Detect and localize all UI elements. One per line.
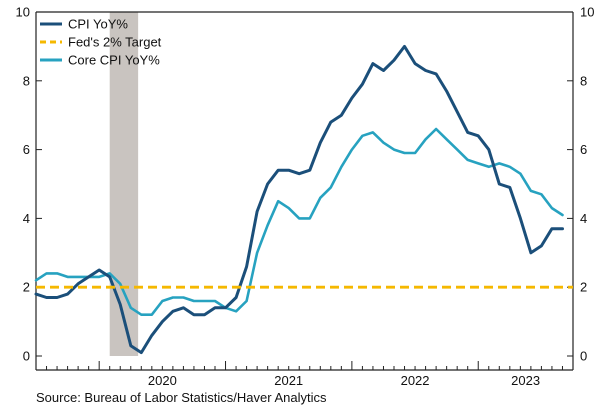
series-line-cpi	[34, 44, 564, 355]
y-tick-label-right: 4	[580, 211, 587, 226]
series-layer	[34, 44, 573, 355]
y-tick-label-left: 0	[23, 349, 30, 364]
series-line-core-cpi	[34, 127, 564, 316]
y-tick-label-left: 10	[16, 5, 30, 20]
legend: CPI YoY% Fed's 2% Target Core CPI YoY%	[40, 17, 162, 68]
legend-label: Core CPI YoY%	[68, 53, 160, 68]
x-axis-ticks: 2020 2021 2022 2023	[35, 361, 574, 388]
recession-layer	[109, 12, 139, 356]
y-tick-label-left: 4	[23, 211, 30, 226]
legend-label: CPI YoY%	[68, 17, 128, 32]
y-tick-label-right: 0	[580, 349, 587, 364]
y-tick-label-right: 8	[580, 73, 587, 88]
x-tick-label: 2020	[148, 373, 177, 388]
y-axis-ticks: 0 0 2 2 4 4 6 6 8 8 10 10	[16, 5, 595, 364]
legend-label: Fed's 2% Target	[68, 35, 162, 50]
source-note: Source: Bureau of Labor Statistics/Haver…	[36, 390, 327, 405]
y-tick-label-right: 2	[580, 280, 587, 295]
recession-shade	[109, 12, 139, 356]
y-tick-label-left: 6	[23, 142, 30, 157]
y-tick-label-right: 6	[580, 142, 587, 157]
y-tick-label-left: 2	[23, 280, 30, 295]
x-tick-label: 2022	[401, 373, 430, 388]
plot-frame	[35, 11, 574, 371]
y-tick-label-right: 10	[580, 5, 594, 20]
x-tick-label: 2021	[274, 373, 303, 388]
y-tick-label-left: 8	[23, 73, 30, 88]
x-tick-label: 2023	[511, 373, 540, 388]
